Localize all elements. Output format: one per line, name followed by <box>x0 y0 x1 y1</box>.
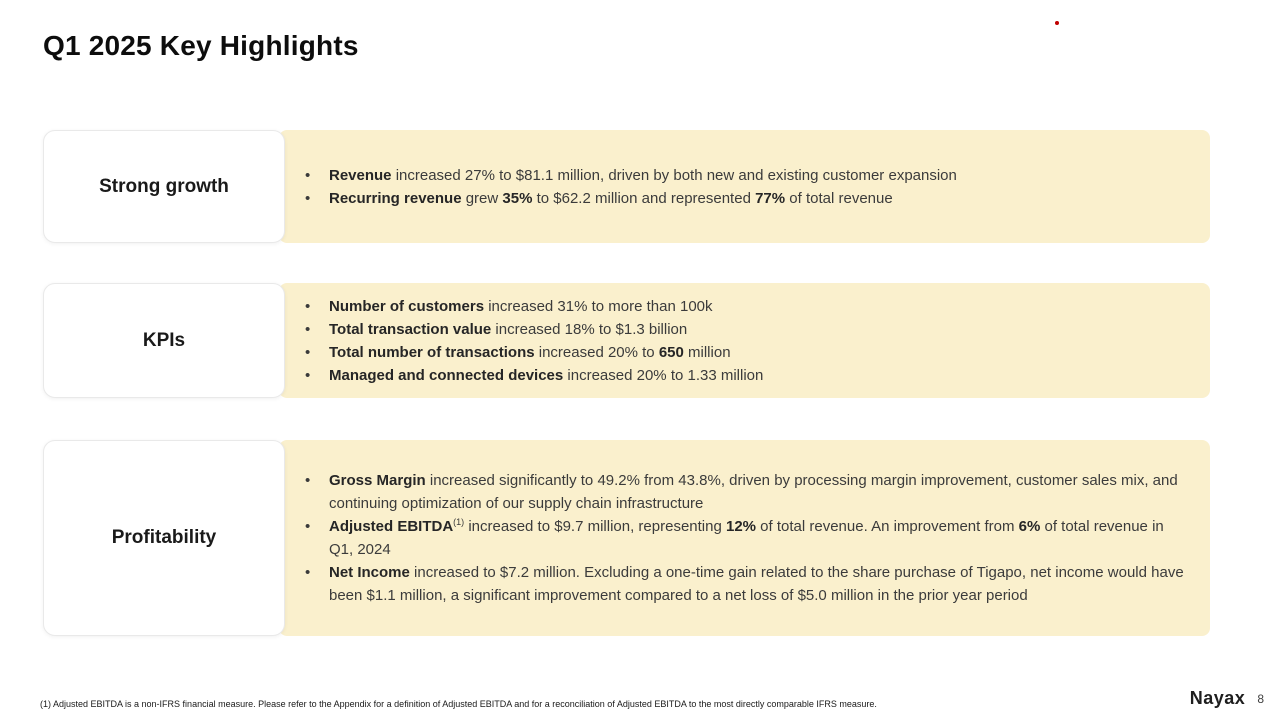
section-kpis: KPIs Number of customers increased 31% t… <box>43 283 1210 398</box>
section-label-box: Strong growth <box>43 130 285 243</box>
bullet-list: Number of customers increased 31% to mor… <box>301 295 1186 387</box>
accent-dot <box>1055 21 1059 25</box>
section-panel: Revenue increased 27% to $81.1 million, … <box>279 130 1210 243</box>
nayax-logo: Nayax <box>1189 688 1246 708</box>
section-label-box: Profitability <box>43 440 285 636</box>
section-label-box: KPIs <box>43 283 285 398</box>
bullet-item: Recurring revenue grew 35% to $62.2 mill… <box>301 187 1186 210</box>
page-title: Q1 2025 Key Highlights <box>43 30 359 61</box>
footnote: (1) Adjusted EBITDA is a non-IFRS financ… <box>40 699 877 709</box>
bullet-list: Revenue increased 27% to $81.1 million, … <box>301 164 1186 210</box>
page-number: 8 <box>1257 691 1264 706</box>
bullet-item: Adjusted EBITDA(1) increased to $9.7 mil… <box>301 515 1186 561</box>
bullet-item: Gross Margin increased significantly to … <box>301 469 1186 515</box>
section-label: Strong growth <box>99 175 229 197</box>
bullet-item: Number of customers increased 31% to mor… <box>301 295 1186 318</box>
bullet-item: Total transaction value increased 18% to… <box>301 318 1186 341</box>
bullet-list: Gross Margin increased significantly to … <box>301 469 1186 607</box>
footer: Nayax 8 <box>1190 688 1264 709</box>
bullet-item: Managed and connected devices increased … <box>301 364 1186 387</box>
bullet-item: Total number of transactions increased 2… <box>301 341 1186 364</box>
section-label: Profitability <box>111 527 217 548</box>
section-label: KPIs <box>142 329 186 351</box>
section-panel: Number of customers increased 31% to mor… <box>279 283 1210 398</box>
sections-container: Strong growth Revenue increased 27% to $… <box>43 130 1210 636</box>
bullet-item: Revenue increased 27% to $81.1 million, … <box>301 164 1186 187</box>
section-profitability: Profitability Gross Margin increased sig… <box>43 440 1210 636</box>
bullet-item: Net Income increased to $7.2 million. Ex… <box>301 561 1186 607</box>
section-strong-growth: Strong growth Revenue increased 27% to $… <box>43 130 1210 243</box>
section-panel: Gross Margin increased significantly to … <box>279 440 1210 636</box>
